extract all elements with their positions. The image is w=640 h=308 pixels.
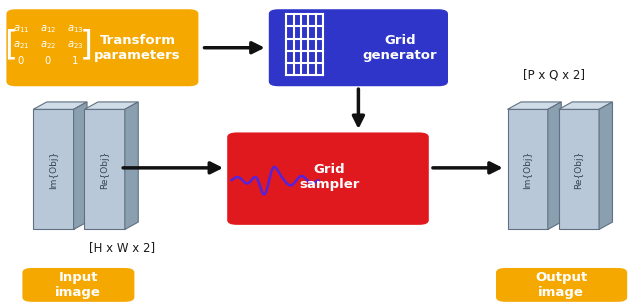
Bar <box>559 109 599 229</box>
Text: $a_{12}$: $a_{12}$ <box>40 23 56 35</box>
Polygon shape <box>559 102 612 109</box>
Text: $a_{22}$: $a_{22}$ <box>40 39 56 51</box>
Text: Input
image: Input image <box>55 271 101 299</box>
FancyBboxPatch shape <box>269 9 448 86</box>
Polygon shape <box>508 102 561 109</box>
Text: Grid
generator: Grid generator <box>363 34 437 62</box>
Text: $a_{11}$: $a_{11}$ <box>13 23 29 35</box>
FancyBboxPatch shape <box>227 132 429 225</box>
Bar <box>84 109 125 229</box>
Text: $a_{23}$: $a_{23}$ <box>67 39 83 51</box>
Polygon shape <box>548 102 561 229</box>
Text: Re{Obj}: Re{Obj} <box>100 150 109 188</box>
Text: $a_{21}$: $a_{21}$ <box>13 39 29 51</box>
Text: Re{Obj}: Re{Obj} <box>574 150 584 188</box>
Text: $0$: $0$ <box>17 55 25 66</box>
Polygon shape <box>599 102 612 229</box>
FancyBboxPatch shape <box>22 268 134 302</box>
Polygon shape <box>74 102 87 229</box>
Polygon shape <box>84 102 138 109</box>
Text: Im{Obj}: Im{Obj} <box>49 150 58 188</box>
Text: [H x W x 2]: [H x W x 2] <box>88 241 155 254</box>
Polygon shape <box>33 102 87 109</box>
Text: $a_{13}$: $a_{13}$ <box>67 23 83 35</box>
Text: [P x Q x 2]: [P x Q x 2] <box>523 69 584 82</box>
Text: Output
image: Output image <box>535 271 588 299</box>
Text: [: [ <box>4 28 17 61</box>
Polygon shape <box>125 102 138 229</box>
Text: ]: ] <box>80 28 93 61</box>
Text: Grid
sampler: Grid sampler <box>300 163 360 191</box>
FancyBboxPatch shape <box>496 268 627 302</box>
FancyBboxPatch shape <box>6 9 198 86</box>
Bar <box>508 109 548 229</box>
Bar <box>33 109 74 229</box>
Text: $0$: $0$ <box>44 55 52 66</box>
Text: $1$: $1$ <box>71 55 79 66</box>
Text: Transform
parameters: Transform parameters <box>94 34 181 62</box>
Text: Im{Obj}: Im{Obj} <box>523 150 532 188</box>
